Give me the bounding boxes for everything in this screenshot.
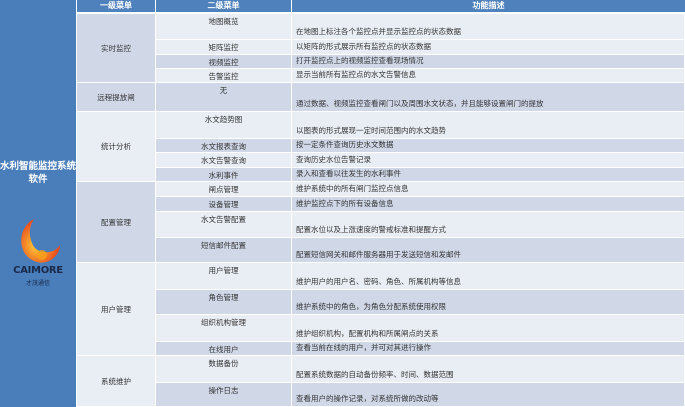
header-description: 功能描述: [292, 0, 685, 12]
caimore-logo-icon: [21, 219, 60, 263]
description-cell: 维护系统中的角色，为角色分配系统使用权限: [292, 290, 685, 315]
description-cell: 维护监控点下的所有设备信息: [292, 197, 685, 212]
description-cell: 显示当前所有监控点的水文告警信息: [292, 69, 685, 83]
description-cell: 查询历史水位告警记录: [292, 153, 685, 168]
description-cell: 配置短信网关和邮件服务器用于发送短信和发邮件: [292, 238, 685, 263]
level2-menu-cell: 角色管理: [156, 290, 292, 315]
level2-menu-cell: 矩阵监控: [156, 40, 292, 55]
description-cell: 录入和查看以往发生的水利事件: [292, 168, 685, 182]
level2-menu-cell: 操作日志: [156, 383, 292, 407]
level1-menu-cell: 远程提放闸: [77, 83, 156, 112]
description-cell: 在地图上标注各个监控点并显示监控点的状态数据: [292, 14, 685, 40]
description-cell: 以图表的形式展现一定时间范围内的水文趋势: [292, 112, 685, 139]
level1-menu-cell: 系统维护: [77, 356, 156, 407]
level2-menu-cell: 无: [156, 83, 292, 112]
level2-menu-cell: 闸点管理: [156, 182, 292, 197]
level2-menu-cell: 用户管理: [156, 263, 292, 290]
description-cell: 查看用户的操作记录，对系统所做的改动等: [292, 383, 685, 407]
level2-menu-cell: 视频监控: [156, 55, 292, 69]
description-cell: 维护系统中的所有闸门监控点信息: [292, 182, 685, 197]
level2-menu-cell: 告警监控: [156, 69, 292, 83]
level2-menu-cell: 在线用户: [156, 342, 292, 356]
level1-menu-cell: 统计分析: [77, 112, 156, 182]
sidebar-panel: 水利智能监控系统软件 CAIMORE 才茂通信: [0, 0, 76, 407]
description-cell: 打开监控点上的视频监控查看现场情况: [292, 55, 685, 69]
description-cell: 查看当前在线的用户，并可对其进行操作: [292, 342, 685, 356]
level2-menu-cell: 设备管理: [156, 197, 292, 212]
description-cell: 按一定条件查询历史水文数据: [292, 139, 685, 153]
description-cell: 以矩阵的形式展示所有监控点的状态数据: [292, 40, 685, 55]
level2-menu-cell: 水文告警查询: [156, 153, 292, 168]
level2-menu-cell: 地图概览: [156, 14, 292, 40]
level1-menu-cell: 配置管理: [77, 182, 156, 263]
description-cell: 维护组织机构，配置机构和所属闸点的关系: [292, 315, 685, 342]
description-cell: 通过数据、视频监控查看闸门以及周围水文状态，并且能够设置闸门的提放: [292, 83, 685, 112]
level2-menu-cell: 水文告警配置: [156, 212, 292, 238]
description-cell: 配置系统数据的自动备份频率、时间、数据范围: [292, 356, 685, 383]
description-cell: 配置水位以及上涨速度的警戒标准和提醒方式: [292, 212, 685, 238]
level1-menu-cell: 用户管理: [77, 263, 156, 356]
header-level2: 二级菜单: [156, 0, 291, 12]
level2-menu-cell: 水利事件: [156, 168, 292, 182]
app-title: 水利智能监控系统软件: [0, 161, 77, 185]
level1-menu-cell: 实时监控: [77, 14, 156, 83]
brand-name: CAIMORE: [13, 265, 63, 276]
level2-menu-cell: 水文趋势图: [156, 112, 292, 139]
level2-menu-cell: 水文报表查询: [156, 139, 292, 153]
level2-menu-cell: 数据备份: [156, 356, 292, 383]
header-level1: 一级菜单: [77, 0, 155, 12]
brand-name-cn: 才茂通信: [25, 280, 50, 287]
description-cell: 维护用户的用户名、密码、角色、所属机构等信息: [292, 263, 685, 290]
level2-menu-cell: 短信邮件配置: [156, 238, 292, 263]
level2-menu-cell: 组织机构管理: [156, 315, 292, 342]
